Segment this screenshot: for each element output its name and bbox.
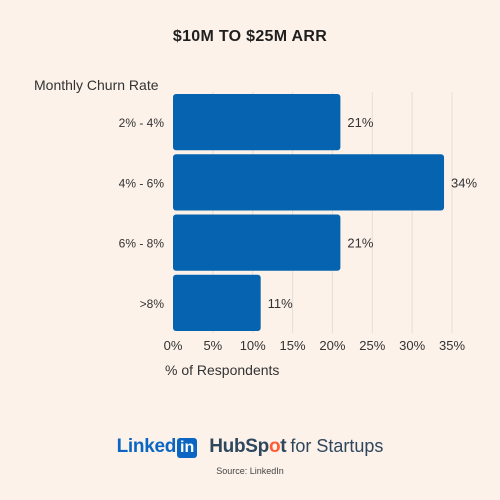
x-tick-label: 10% xyxy=(240,338,266,353)
value-labels: 21% 34% 21% 11% xyxy=(268,115,478,311)
x-tick-label: 15% xyxy=(280,338,306,353)
category-label: 2% - 4% xyxy=(119,116,165,130)
x-tick-labels: 0% 5% 10% 15% 20% 25% 30% 35% xyxy=(164,338,466,353)
chart-title: $10M TO $25M ARR xyxy=(172,28,328,45)
linkedin-logo-text: Linked xyxy=(116,436,177,457)
bar xyxy=(173,274,261,331)
x-tick-label: 35% xyxy=(439,338,465,353)
source-note: Source: LinkedIn xyxy=(216,466,284,476)
category-labels: 2% - 4% 4% - 6% 6% - 8% >8% xyxy=(119,116,165,311)
hubspot-logo-sprocket: o xyxy=(268,436,281,457)
x-tick-label: 30% xyxy=(399,338,425,353)
data-label: 21% xyxy=(347,236,373,251)
bar xyxy=(173,154,445,211)
hubspot-for-startups-logo: HubSpot for Startups xyxy=(209,436,383,458)
data-label: 21% xyxy=(347,115,373,130)
bars xyxy=(173,94,445,331)
category-label: 4% - 6% xyxy=(119,176,165,190)
x-tick-label: 25% xyxy=(359,338,385,353)
x-tick-label: 0% xyxy=(164,338,183,353)
x-tick-label: 5% xyxy=(203,338,222,353)
footer-logos: Linked in HubSpot for Startups xyxy=(0,436,500,458)
data-label: 11% xyxy=(268,296,293,311)
category-label: 6% - 8% xyxy=(119,237,165,251)
for-startups-text: for Startups xyxy=(290,436,384,456)
y-axis-label: Monthly Churn Rate xyxy=(34,77,159,93)
linkedin-logo: Linked in xyxy=(117,436,198,458)
hubspot-logo-part: t xyxy=(280,436,287,457)
x-axis-label: % of Respondents xyxy=(165,362,280,378)
x-tick-label: 20% xyxy=(319,338,345,353)
bar xyxy=(173,94,341,151)
hubspot-logo-part: HubSp xyxy=(209,436,269,457)
bar xyxy=(173,214,341,271)
category-label: >8% xyxy=(140,297,165,311)
linkedin-logo-box: in xyxy=(177,438,198,458)
data-label: 34% xyxy=(451,175,477,190)
hubspot-logo-text: HubSpot xyxy=(209,436,286,458)
